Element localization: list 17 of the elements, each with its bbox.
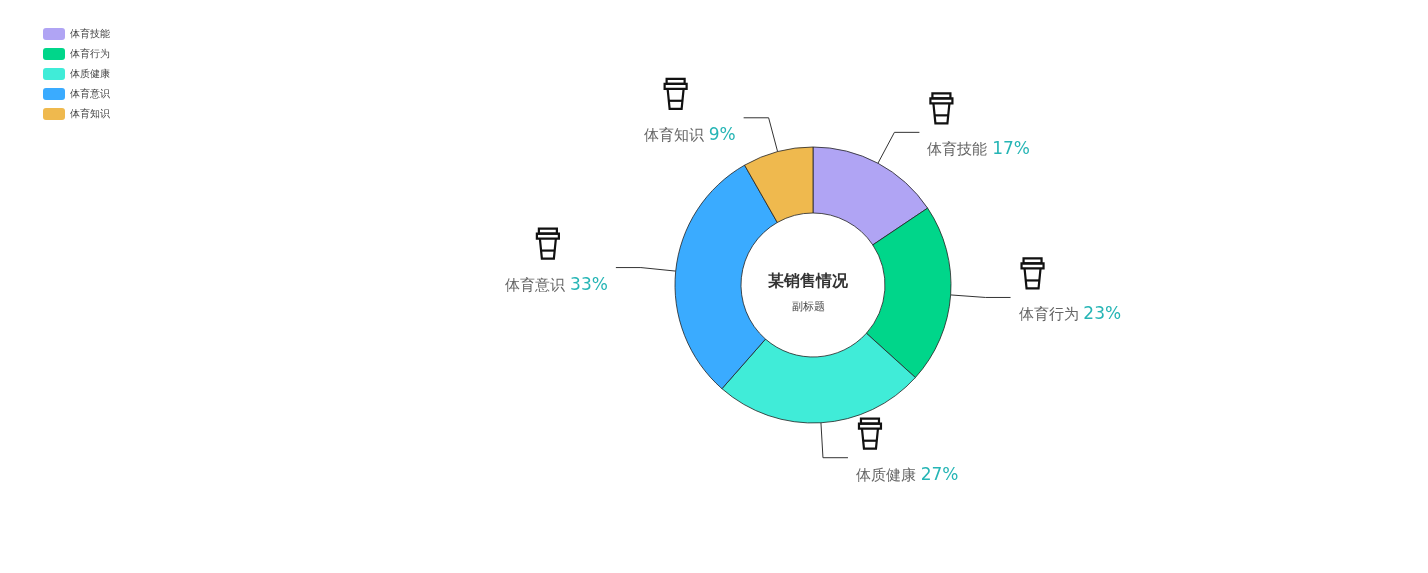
slice-label: 体育知识 [643,125,709,144]
slice-label: 体育技能 [927,140,993,159]
slice-label: 体质健康 [855,465,921,484]
data-label: 9% [708,123,736,144]
data-label: 17% [992,138,1030,159]
legend-label: 体育意识 [70,87,110,101]
slice-label: 体育行为 [1018,305,1084,324]
legend-label: 体育知识 [70,107,110,121]
text: 副标题 [791,300,825,313]
data-label: 33% [570,273,608,294]
text: 某销售情况 [767,271,849,290]
legend-label: 体育行为 [70,47,110,61]
legend-label: 体质健康 [70,67,110,81]
data-label: 27% [920,463,959,484]
data-label: 23% [1083,303,1122,324]
legend-label: 体育技能 [70,27,110,41]
slice-label: 体育意识 [505,275,571,294]
